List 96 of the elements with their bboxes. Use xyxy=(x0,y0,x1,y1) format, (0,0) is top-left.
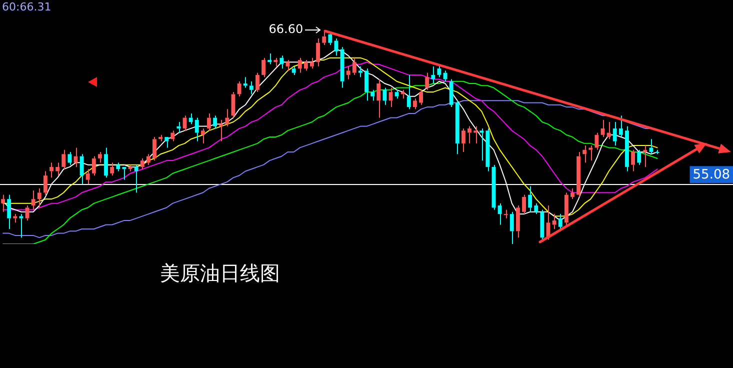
candlestick xyxy=(80,154,84,185)
candlestick xyxy=(110,162,114,176)
candlestick xyxy=(292,66,296,76)
candlestick xyxy=(334,38,338,56)
candlestick xyxy=(62,149,66,170)
candlestick xyxy=(286,59,290,72)
candlestick xyxy=(516,204,520,238)
candlestick xyxy=(304,59,308,72)
candlestick xyxy=(237,80,242,97)
candlestick xyxy=(255,72,260,93)
candlestick xyxy=(98,151,102,164)
candlestick xyxy=(200,128,205,144)
candlestick xyxy=(194,117,199,142)
candlestick xyxy=(7,194,12,230)
candlestick xyxy=(249,80,254,95)
candlestick xyxy=(225,108,230,127)
candlestick xyxy=(486,128,490,172)
candlestick xyxy=(419,89,423,106)
candlestick xyxy=(461,128,466,152)
candlestick xyxy=(468,126,472,144)
candlestick xyxy=(188,112,193,125)
candlestick xyxy=(56,162,60,176)
candlestick xyxy=(480,128,484,162)
candlestick xyxy=(274,57,278,67)
candlestick xyxy=(146,154,150,166)
candlestick xyxy=(394,89,399,99)
text: 美原油日线图 xyxy=(160,260,280,287)
candlestick xyxy=(1,194,5,212)
candlestick xyxy=(649,138,654,155)
candlestick xyxy=(104,147,108,178)
candlestick xyxy=(207,112,211,132)
candlestick xyxy=(474,126,478,144)
candlestick xyxy=(182,115,187,132)
candlestick xyxy=(455,100,460,155)
candlestick xyxy=(346,66,350,80)
candlestick xyxy=(382,87,387,106)
candlestick xyxy=(594,132,599,150)
annotation: 55.08 xyxy=(692,167,730,182)
candlestick xyxy=(582,145,587,164)
candlestick xyxy=(13,214,18,224)
candlestick xyxy=(534,202,538,215)
candlestick xyxy=(400,89,405,99)
candlestick xyxy=(358,66,362,78)
candlestick xyxy=(213,115,218,129)
candlestick xyxy=(158,134,162,142)
candlestick xyxy=(219,119,224,142)
candlestick xyxy=(176,122,181,134)
candlestick xyxy=(37,188,42,208)
text: 60:66.31 xyxy=(2,0,52,14)
candlestick xyxy=(298,57,302,74)
candlestick xyxy=(25,204,30,221)
candlestick xyxy=(116,162,120,172)
candlestick xyxy=(268,53,272,65)
candlestick xyxy=(412,98,417,110)
candlestick xyxy=(449,78,454,108)
candlestick xyxy=(86,168,90,185)
candlestick xyxy=(600,119,605,138)
candlestick xyxy=(310,57,314,70)
candlestick xyxy=(140,158,144,170)
candlestick xyxy=(280,55,284,70)
candlestick xyxy=(376,78,381,118)
candlestick xyxy=(43,170,48,196)
candlestick xyxy=(68,151,72,166)
candlestick xyxy=(425,72,430,90)
annotation: 66.60 xyxy=(268,22,304,36)
candlestick xyxy=(625,126,629,172)
candlestick xyxy=(522,194,526,215)
candlestick xyxy=(370,89,375,102)
candlestick xyxy=(19,214,24,238)
candlestick xyxy=(243,76,248,88)
candlestick xyxy=(92,156,96,176)
candlestick xyxy=(364,68,368,102)
candlestick xyxy=(431,66,436,84)
candlestick xyxy=(164,137,169,148)
candlestick xyxy=(576,151,580,198)
candlestick xyxy=(618,115,623,138)
candlestick xyxy=(492,164,496,210)
candlestick xyxy=(612,122,617,146)
candlestick xyxy=(588,145,593,162)
candlestick xyxy=(406,74,411,110)
candlestick xyxy=(510,211,514,244)
candlestick xyxy=(31,190,36,210)
candlestick xyxy=(152,136,156,162)
candlestick xyxy=(552,214,556,230)
candlestick xyxy=(528,186,532,212)
candlestick xyxy=(262,57,266,78)
candlestick xyxy=(134,164,138,194)
candlestick xyxy=(637,149,642,166)
candlestick xyxy=(631,149,636,172)
candlestick xyxy=(316,38,320,67)
candlestick xyxy=(606,122,611,140)
candlestick xyxy=(643,145,648,168)
candlestick xyxy=(352,57,356,76)
candlestick xyxy=(50,162,54,178)
candlestick xyxy=(570,188,574,200)
candlestick xyxy=(170,130,175,142)
